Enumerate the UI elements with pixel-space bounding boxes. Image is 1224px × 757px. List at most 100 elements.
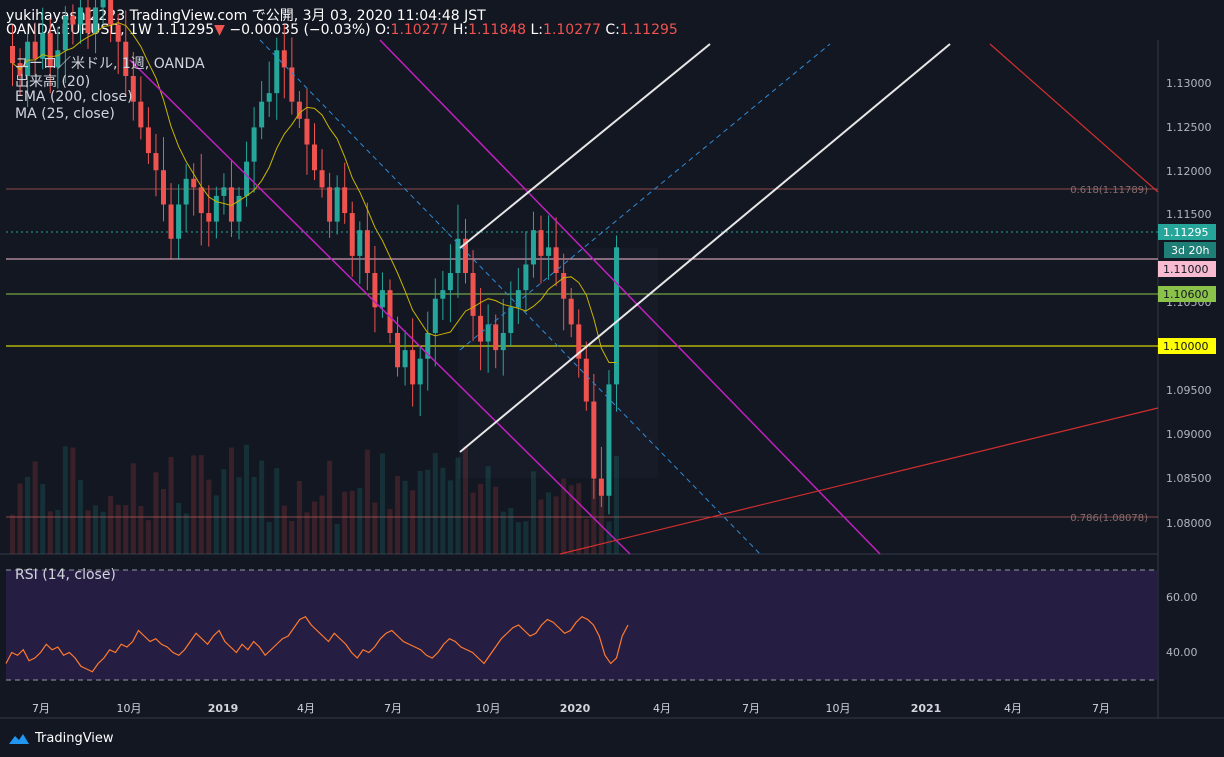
candle-body — [206, 213, 212, 222]
volume-bar — [493, 486, 499, 554]
volume-bar — [614, 455, 619, 554]
candle-body — [598, 478, 604, 496]
volume-bar — [161, 488, 166, 554]
candle-body — [251, 127, 257, 162]
volume-bar — [478, 483, 484, 554]
volume-bar — [289, 521, 295, 554]
candle-body — [470, 273, 476, 316]
volume-bar — [485, 466, 491, 554]
price-tag-green-label: 1.10600 — [1163, 288, 1209, 301]
volume-bar — [387, 509, 393, 554]
volume-bar — [17, 483, 23, 554]
candle-body — [198, 187, 204, 214]
channel-white-upper[interactable] — [459, 43, 711, 249]
low-label: L: — [530, 22, 544, 38]
ytick-1-12000: 1.12000 — [1166, 165, 1212, 178]
trendline-red-falling[interactable] — [989, 43, 1159, 193]
candle-body — [349, 213, 355, 256]
candle-body — [244, 161, 250, 196]
symbol-ohlc-row: OANDA:EURUSD, 1W 1.11295▼ −0.00035 (−0.0… — [6, 22, 678, 38]
volume-bar — [191, 455, 197, 554]
xtick-2021: 2021 — [911, 702, 942, 715]
fib-618-label: 0.618(1.11789) — [1070, 185, 1148, 196]
volume-bar — [576, 483, 582, 554]
candle-body — [55, 50, 61, 68]
candle-body — [319, 170, 325, 188]
legend-ma[interactable]: MA (25, close) — [15, 106, 115, 122]
rsi-legend[interactable]: RSI (14, close) — [15, 567, 116, 583]
volume-bar — [561, 478, 567, 554]
xtick-apr-2019: 4月 — [297, 702, 315, 715]
candle-body — [161, 170, 166, 205]
volume-bar — [591, 479, 597, 554]
channel-white-mid[interactable] — [459, 43, 831, 351]
xtick-oct-2019: 10月 — [476, 702, 501, 715]
xtick-jul-2018: 7月 — [32, 702, 50, 715]
candle-body — [213, 195, 219, 222]
volume-bar — [508, 507, 514, 554]
candle-body — [274, 50, 280, 94]
legend-ema[interactable]: EMA (200, close) — [15, 89, 133, 105]
channel-white-lower[interactable] — [459, 43, 951, 453]
volume-bar — [455, 457, 461, 554]
volume-bar — [546, 492, 552, 554]
candle-body — [410, 350, 416, 385]
candle-body — [546, 247, 552, 256]
volume-bar — [206, 479, 212, 554]
volume-bar — [583, 519, 589, 554]
legend-title[interactable]: ユーロ／米ドル, 1週, OANDA — [15, 56, 205, 72]
candle-body — [493, 324, 499, 351]
volume-bar — [417, 471, 423, 554]
ytick-1-11500: 1.11500 — [1166, 208, 1212, 221]
fib-786-label: 0.786(1.08078) — [1070, 513, 1148, 524]
candle-body — [176, 204, 182, 239]
candle-body — [281, 50, 287, 68]
volume-bar — [379, 453, 385, 554]
candle-body — [259, 101, 265, 128]
candle-body — [417, 358, 423, 385]
volume-bars — [10, 444, 619, 554]
volume-bar — [168, 456, 174, 554]
close-value: 1.11295 — [619, 22, 678, 38]
ytick-1-09000: 1.09000 — [1166, 428, 1212, 441]
legend-volume[interactable]: 出来高 (20) — [15, 74, 91, 90]
candle-body — [553, 247, 559, 274]
candle-body — [402, 350, 408, 368]
candle-body — [342, 187, 348, 214]
volume-bar — [183, 513, 189, 554]
candle-body — [40, 33, 46, 59]
candle-body — [440, 290, 446, 299]
volume-bar — [108, 495, 114, 554]
tradingview-footer[interactable]: TradingView — [8, 731, 114, 746]
candle-body — [10, 45, 15, 64]
price-change: −0.00035 (−0.03%) — [229, 22, 371, 38]
volume-bar — [447, 480, 453, 554]
trendline-red-rising[interactable] — [559, 407, 1159, 555]
candle-body — [485, 324, 491, 342]
xtick-apr-2020: 4月 — [653, 702, 671, 715]
candle-body — [221, 187, 227, 196]
candle-body — [591, 401, 597, 479]
volume-bar — [319, 495, 325, 554]
candle-body — [606, 384, 612, 496]
rsi-tick-60: 60.00 — [1166, 591, 1198, 604]
volume-bar — [251, 477, 257, 554]
price-tag-green — [1158, 286, 1216, 302]
volume-bar — [364, 449, 370, 554]
candle-body — [568, 298, 574, 325]
time-axis[interactable]: 7月 10月 2019 4月 7月 10月 2020 4月 7月 10月 202… — [32, 702, 1110, 715]
channel-magenta-lower[interactable] — [129, 59, 631, 555]
candle-body — [183, 178, 189, 205]
channel-magenta-mid[interactable] — [259, 39, 761, 555]
volume-bar — [115, 504, 121, 554]
candle-body — [463, 238, 468, 274]
candle-body — [138, 101, 144, 128]
volume-bar — [266, 522, 272, 554]
volume-bar — [236, 477, 242, 554]
candle-body — [93, 7, 99, 34]
volume-bar — [25, 476, 31, 554]
channel-magenta-upper[interactable] — [379, 39, 881, 555]
volume-bar — [123, 505, 129, 554]
xtick-2019: 2019 — [208, 702, 239, 715]
